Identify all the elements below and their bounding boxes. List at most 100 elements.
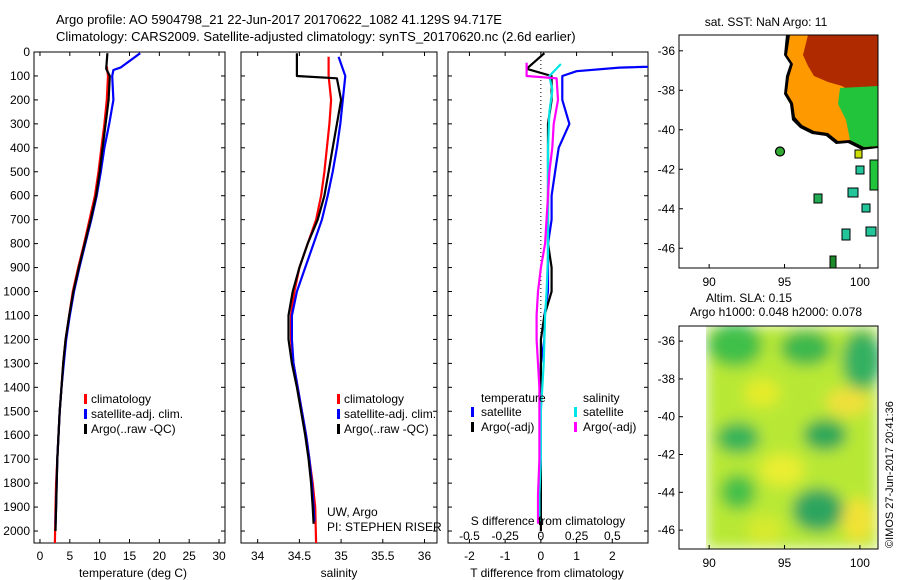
x2-tick-label: -0.25: [491, 529, 519, 543]
sst-patch: [830, 256, 836, 268]
legend-label-satellite: satellite-adj. clim.: [344, 407, 436, 421]
x-tick-label: 20: [153, 549, 167, 563]
temperature-frame: [34, 52, 225, 543]
sla-map-subtitle: Argo h1000: 0.048 h2000: 0.078: [690, 305, 862, 319]
depth-tick-label: 800: [10, 237, 30, 251]
difference-legend: temperature satellite Argo(-adj) salinit…: [471, 391, 636, 434]
sla-blob: [803, 419, 847, 451]
x-tick-label: -2: [464, 549, 475, 563]
depth-tick-label: 100: [10, 69, 30, 83]
map-y-tick-label: -38: [658, 372, 676, 386]
legend-swatch-satellite: [337, 409, 340, 419]
legend-label-s-satellite: satellite: [583, 405, 624, 419]
depth-tick-label: 1500: [3, 404, 30, 418]
x-tick-label: 35: [334, 549, 348, 563]
legend-swatch-s-argo: [574, 422, 577, 432]
sla-blob: [826, 388, 870, 416]
x-tick-label: 30: [212, 549, 226, 563]
sla-blob: [716, 422, 760, 454]
map-x-tick-label: 90: [702, 275, 716, 289]
legend-swatch-climatology: [337, 394, 340, 404]
x-tick-label: 25: [183, 549, 197, 563]
sla-blob: [720, 474, 756, 510]
x-tick-label: 5: [66, 549, 73, 563]
salinity-plot: 34 34.5 35 35.5 36: [241, 52, 437, 563]
sst-map-title: sat. SST: NaN Argo: 11: [705, 15, 828, 29]
map-y-tick-label: -44: [658, 202, 676, 216]
x-tick-label: 0: [538, 549, 545, 563]
sla-blank-strip: [679, 326, 706, 549]
map-y-tick-label: -46: [658, 241, 676, 255]
legend-label-climatology: climatology: [91, 392, 151, 406]
legend-title-temperature: temperature: [481, 391, 546, 405]
map-y-tick-label: -42: [658, 448, 676, 462]
sla-blob: [760, 454, 804, 486]
legend-swatch-satellite: [84, 409, 87, 419]
sst-patch: [862, 204, 870, 212]
sla-map: [679, 323, 882, 549]
depth-tick-label: 1300: [3, 356, 30, 370]
sla-blob: [792, 488, 844, 532]
footer-timestamp: ©IMOS 27-Jun-2017 20:41:36: [884, 401, 896, 548]
depth-tick-label: 1000: [3, 285, 30, 299]
map-y-tick-label: -40: [658, 410, 676, 424]
x-tick-label: -1: [500, 549, 511, 563]
series-line-argo-raw-qc-: [56, 53, 110, 531]
map-y-tick-label: -46: [658, 523, 676, 537]
series-line-satellite-adj-clim-: [56, 53, 141, 524]
depth-tick-label: 600: [10, 189, 30, 203]
map-y-tick-label: -36: [658, 334, 676, 348]
sst-patch: [855, 150, 862, 158]
legend-swatch-climatology: [84, 394, 87, 404]
sla-blob: [747, 516, 783, 544]
legend-swatch-argo: [337, 424, 340, 434]
depth-tick-label: 1100: [4, 308, 30, 322]
map-y-tick-label: -40: [658, 123, 676, 137]
figure: 0100200300400500600700800900100011001200…: [0, 0, 900, 580]
map-x-tick-label: 90: [702, 556, 716, 570]
map-y-tick-label: -38: [658, 83, 676, 97]
map-x-tick-label: 95: [778, 275, 792, 289]
series-line-salinity-argo-adj-: [527, 63, 558, 524]
depth-tick-label: 500: [10, 165, 30, 179]
depth-tick-label: 700: [10, 213, 30, 227]
x2-tick-label: 0.25: [565, 529, 589, 543]
sla-blob: [842, 498, 874, 542]
map-y-tick-label: -36: [658, 44, 676, 58]
sst-patch: [866, 227, 876, 236]
legend-swatch-t-argo: [471, 422, 474, 432]
temperature-plot: 0 5 10 15 20 25 30: [34, 52, 226, 563]
series-line-argo-raw-qc-: [289, 53, 342, 524]
depth-tick-label: 900: [10, 261, 30, 275]
sla-blob: [780, 330, 832, 366]
depth-tick-label: 1600: [3, 428, 30, 442]
pi-annotation-line2: PI: STEPHEN RISER: [327, 520, 442, 534]
map-y-tick-label: -44: [658, 485, 676, 499]
sla-map-title: Altim. SLA: 0.15: [706, 291, 792, 305]
legend-label-climatology: climatology: [344, 392, 404, 406]
legend-swatch-s-satellite: [574, 407, 577, 417]
depth-tick-label: 1200: [3, 332, 30, 346]
legend-swatch-argo: [84, 424, 87, 434]
legend-label-argo: Argo(..raw -QC): [344, 422, 429, 436]
x2-tick-label: 0.5: [604, 529, 621, 543]
sst-patch: [856, 166, 864, 174]
difference-xlabel: T difference from climatology: [470, 566, 624, 580]
legend-swatch-t-satellite: [471, 407, 474, 417]
pi-annotation-line1: UW, Argo: [327, 505, 378, 519]
series-line-climatology: [55, 66, 108, 543]
argo-position-marker: [776, 147, 785, 156]
x-tick-label: 34: [251, 549, 265, 563]
sst-patch: [848, 188, 858, 197]
x2-tick-label: 0: [538, 529, 545, 543]
map-x-tick-label: 95: [778, 556, 792, 570]
x-tick-label: 34.5: [288, 549, 312, 563]
sst-patch: [870, 160, 878, 190]
depth-tick-label: 1800: [3, 476, 30, 490]
x-tick-label: 35.5: [371, 549, 395, 563]
temperature-xlabel: temperature (deg C): [79, 566, 187, 580]
x-tick-label: 36: [418, 549, 432, 563]
x-tick-label: 0: [37, 549, 44, 563]
map-x-tick-label: 100: [850, 275, 870, 289]
difference-xlabel2: S difference from climatology: [471, 514, 626, 528]
